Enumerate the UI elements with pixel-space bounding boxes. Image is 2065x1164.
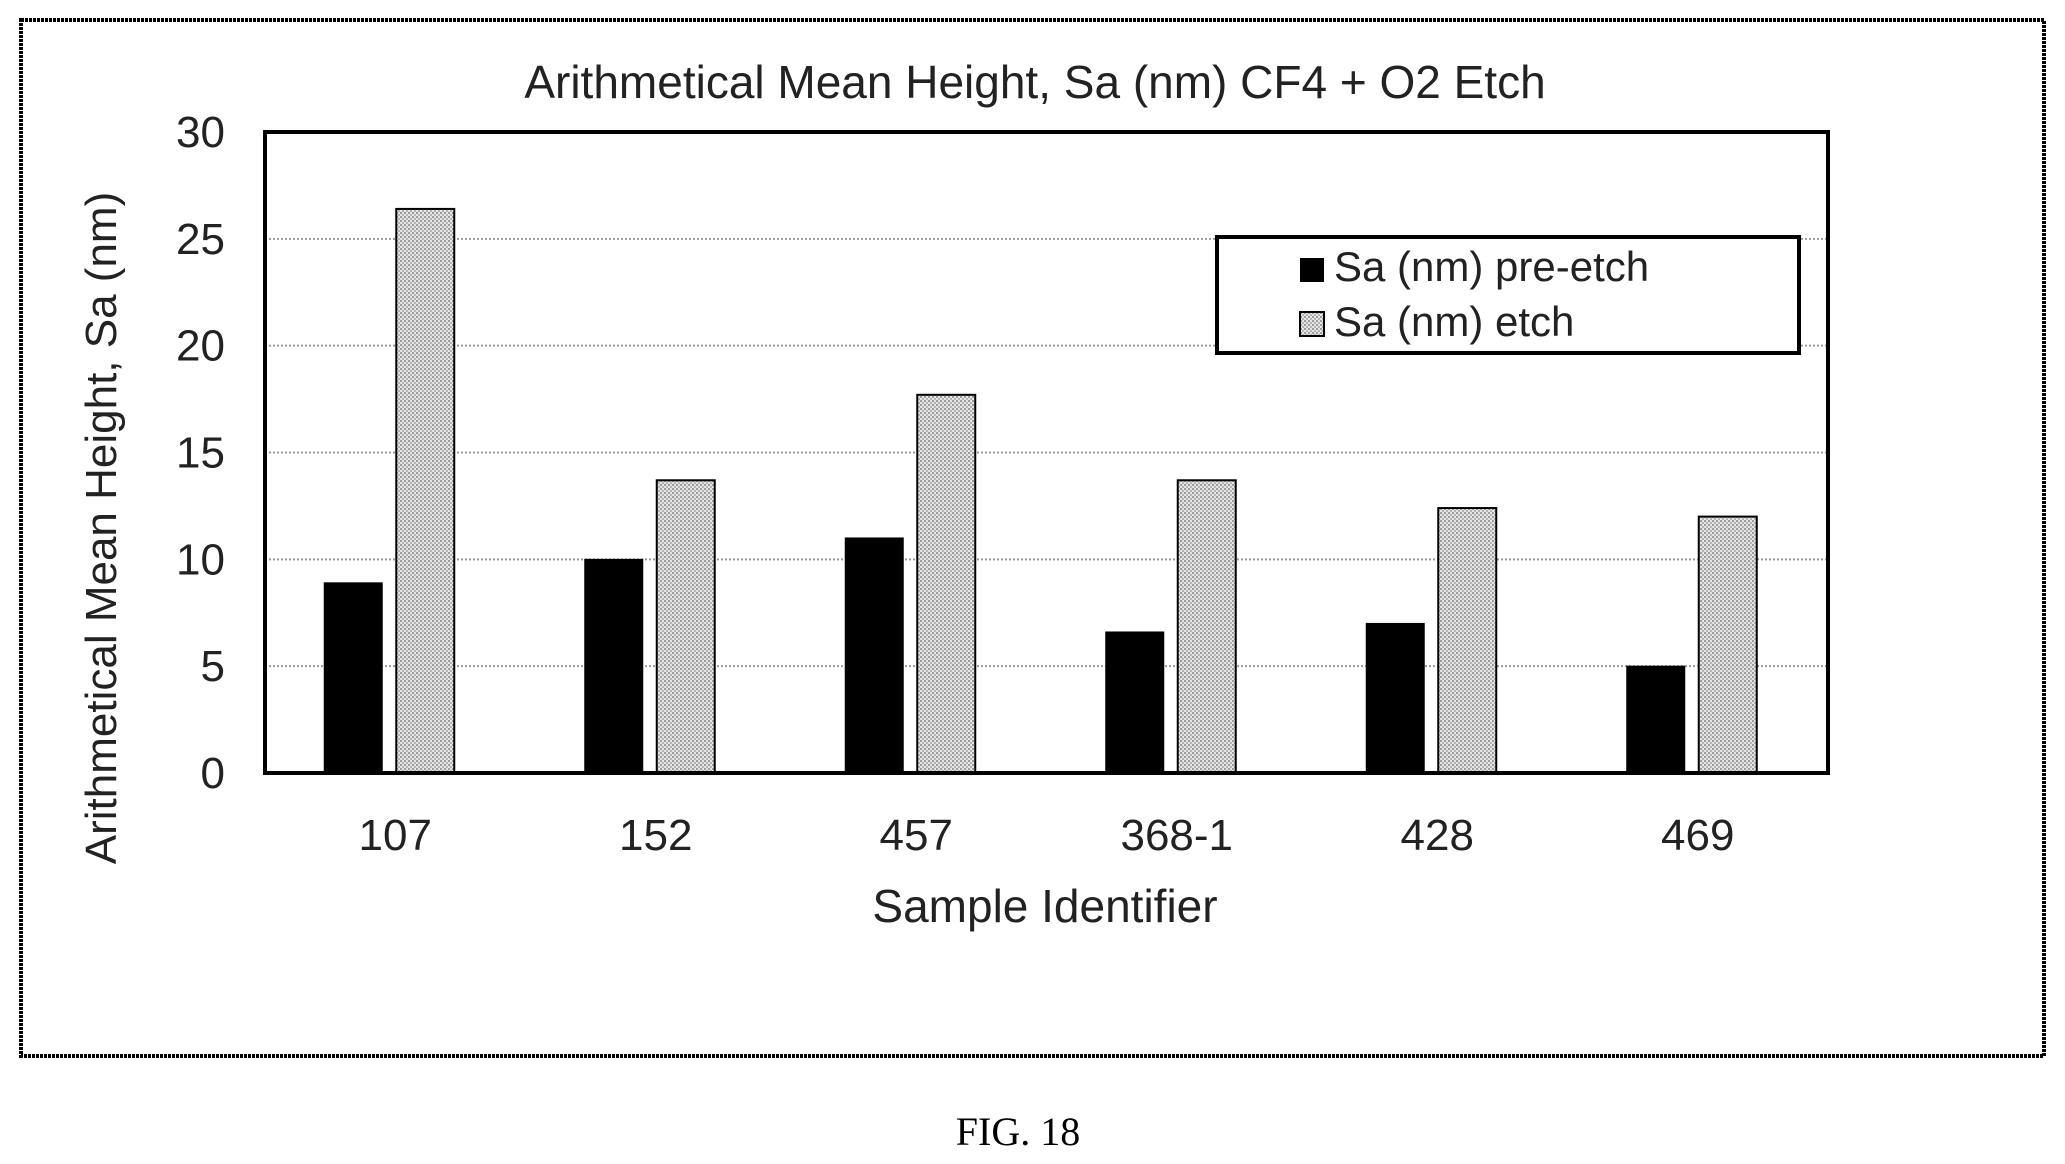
- x-tick-label: 368-1: [1120, 811, 1233, 860]
- y-tick-label: 15: [176, 429, 225, 478]
- bar-etch: [1697, 515, 1758, 774]
- y-tick-label: 10: [176, 535, 225, 584]
- x-axis-label: Sample Identifier: [872, 880, 1217, 932]
- legend-label-pre-etch: Sa (nm) pre-etch: [1334, 243, 1649, 290]
- y-tick-labels: 0 5 10 15 20 25 30: [176, 108, 225, 798]
- y-tick-label: 25: [176, 215, 225, 264]
- y-tick-label: 30: [176, 108, 225, 157]
- legend: Sa (nm) pre-etch Sa (nm) etch: [1215, 235, 1801, 355]
- bar-etch: [1176, 479, 1237, 774]
- bar-etch: [1437, 507, 1498, 774]
- x-tick-label: 469: [1661, 811, 1734, 860]
- bar-pre-etch: [1626, 665, 1686, 774]
- bar-pre-etch: [844, 537, 904, 774]
- x-tick-label: 152: [619, 811, 692, 860]
- bar-pre-etch: [1365, 622, 1425, 774]
- x-tick-label: 457: [880, 811, 953, 860]
- y-tick-label: 5: [201, 642, 225, 691]
- y-tick-label: 0: [201, 749, 225, 798]
- x-tick-label: 428: [1401, 811, 1474, 860]
- x-tick-label: 107: [359, 811, 432, 860]
- y-tick-label: 20: [176, 322, 225, 371]
- legend-swatch-etch: [1299, 311, 1325, 337]
- bar-pre-etch: [1105, 631, 1165, 774]
- bar-etch: [655, 479, 716, 774]
- chart-title: Arithmetical Mean Height, Sa (nm) CF4 + …: [524, 56, 1545, 108]
- bar-etch: [395, 207, 456, 775]
- outer-border: [19, 18, 2046, 1058]
- y-axis-label: Arithmetical Mean Height, Sa (nm): [77, 192, 126, 864]
- x-tick-labels: 107 152 457 368-1 428 469: [359, 811, 1735, 860]
- legend-swatch-pre-etch: [1300, 258, 1324, 282]
- bar-etch: [916, 393, 977, 774]
- figure-caption: FIG. 18: [956, 1109, 1080, 1154]
- plot-area-border: [263, 130, 1830, 775]
- bar-pre-etch: [323, 582, 383, 774]
- gridlines: [265, 237, 1828, 668]
- bar-pre-etch: [584, 558, 644, 774]
- legend-label-etch: Sa (nm) etch: [1334, 298, 1574, 345]
- bars: [323, 207, 1758, 775]
